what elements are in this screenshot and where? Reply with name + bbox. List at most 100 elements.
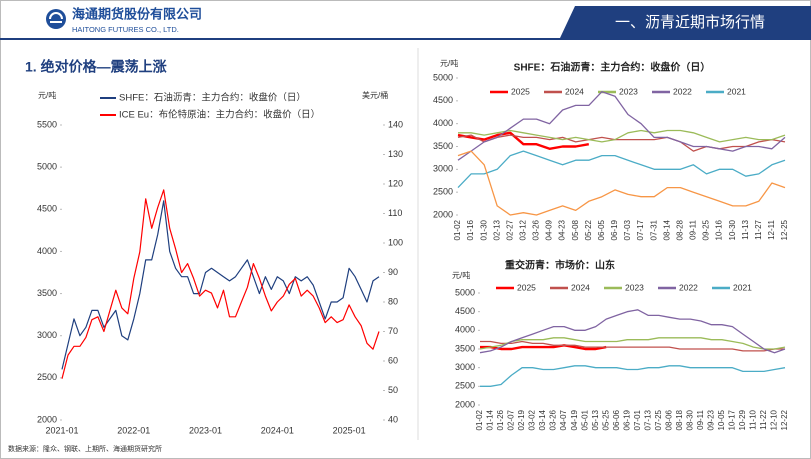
x-tick-label: 07-03	[623, 219, 632, 240]
x-tick-label: 04-19	[570, 409, 579, 430]
x-tick-label: 06-19	[622, 409, 631, 430]
chart-title: SHFE：石油沥青：主力合约：收盘价（日）	[514, 61, 711, 74]
y2-tick-label: 110	[388, 208, 402, 218]
x-tick-label: 2025-01	[333, 425, 366, 435]
y2-tick-label: 40	[388, 414, 398, 424]
x-tick-label: 12-25	[780, 219, 789, 240]
x-tick-label: 03-26	[532, 219, 541, 240]
x-tick-label: 02-19	[517, 409, 526, 430]
x-tick-label: 08-18	[675, 409, 684, 430]
x-tick-label: 12-22	[780, 409, 789, 430]
y-tick-label: 4000	[433, 118, 453, 128]
y-tick-label: 2500	[455, 381, 475, 391]
x-tick-label: 11-13	[741, 219, 750, 239]
series-line	[457, 91, 786, 161]
section-title: 1. 绝对价格—震荡上涨	[25, 59, 167, 75]
series-line	[480, 344, 607, 351]
logo-mark	[49, 12, 63, 23]
x-tick-label: 03-26	[549, 409, 558, 430]
x-tick-label: 2023-01	[189, 425, 222, 435]
x-tick-label: 2021-01	[45, 425, 78, 435]
series-line	[61, 189, 380, 379]
series-line	[457, 150, 786, 216]
legend-label: ICE Eu：布伦特原油：主力合约：收盘价（日）	[119, 109, 320, 121]
x-tick-label: 01-02	[475, 409, 484, 430]
x-tick-label: 12-10	[770, 409, 779, 430]
legend-label: SHFE：石油沥青：主力合约：收盘价（日）	[119, 92, 306, 104]
legend-label: 2022	[679, 282, 698, 292]
legend-label: 2025	[517, 282, 536, 292]
legend-label: 2021	[727, 86, 746, 96]
logo	[46, 9, 66, 29]
x-tick-label: 11-27	[754, 219, 763, 239]
x-tick-label: 07-25	[654, 409, 663, 430]
y-tick-label: 2500	[433, 187, 453, 197]
y2-tick-label: 90	[388, 267, 398, 277]
x-tick-label: 12-11	[767, 219, 776, 239]
y-tick-label: 4500	[433, 95, 453, 105]
y-tick-label: 2000	[455, 399, 475, 409]
company-en: HAITONG FUTURES CO., LTD.	[72, 25, 179, 34]
series-line	[458, 129, 786, 143]
x-tick-label: 05-13	[591, 409, 600, 430]
x-tick-label: 10-30	[728, 219, 737, 240]
legend-label: 2025	[511, 86, 530, 96]
x-tick-label: 06-06	[612, 409, 621, 430]
x-tick-label: 07-13	[643, 409, 652, 430]
y-tick-label: 5000	[37, 162, 57, 172]
section-banner	[560, 6, 811, 38]
legend-label: 2023	[625, 282, 644, 292]
series-line	[457, 134, 786, 152]
y-tick-label: 4500	[37, 204, 57, 214]
legend-label: 2023	[619, 86, 638, 96]
y-tick-label: 4500	[455, 306, 475, 316]
x-tick-label: 11-22	[759, 409, 768, 429]
x-tick-label: 09-11	[689, 219, 698, 239]
y2-tick-label: 140	[388, 119, 403, 129]
y2-tick-label: 120	[388, 178, 403, 188]
x-tick-label: 02-27	[505, 219, 514, 240]
x-tick-label: 01-14	[486, 409, 495, 430]
x-tick-label: 05-22	[584, 219, 593, 240]
y-axis-unit: 元/吨	[452, 270, 470, 280]
y-tick-label: 3500	[433, 141, 453, 151]
y2-tick-label: 130	[388, 149, 403, 159]
y-tick-label: 3000	[433, 164, 453, 174]
y-tick-label: 2000	[433, 209, 453, 219]
x-tick-label: 04-07	[559, 409, 568, 430]
x-tick-label: 06-19	[610, 219, 619, 240]
y-tick-label: 3000	[455, 362, 475, 372]
x-tick-label: 2022-01	[117, 425, 150, 435]
y2-axis-unit: 美元/桶	[362, 90, 388, 100]
x-tick-label: 2024-01	[261, 425, 294, 435]
legend-label: 2024	[565, 86, 584, 96]
series-line	[457, 131, 590, 150]
x-tick-label: 09-23	[706, 409, 715, 430]
y2-tick-label: 100	[388, 237, 403, 247]
series-line	[480, 340, 785, 352]
y2-tick-label: 80	[388, 296, 398, 306]
series-line	[457, 150, 786, 189]
x-tick-label: 03-12	[519, 219, 528, 240]
y-tick-label: 3000	[37, 330, 57, 340]
x-tick-label: 09-11	[696, 409, 705, 429]
x-tick-label: 08-28	[675, 219, 684, 240]
series-line	[61, 200, 380, 370]
x-tick-label: 01-02	[453, 219, 462, 240]
x-tick-label: 06-05	[597, 219, 606, 240]
legend-label: 2024	[571, 282, 590, 292]
y-tick-label: 5000	[455, 287, 475, 297]
x-tick-label: 08-30	[685, 409, 694, 430]
y-tick-label: 2500	[37, 372, 57, 382]
y-tick-label: 3500	[37, 288, 57, 298]
x-tick-label: 07-31	[649, 219, 658, 240]
x-tick-label: 02-13	[492, 219, 501, 240]
x-tick-label: 09-25	[702, 219, 711, 240]
x-tick-label: 05-25	[601, 409, 610, 430]
x-tick-label: 03-02	[528, 409, 537, 430]
legend-label: 2021	[733, 282, 752, 292]
x-tick-label: 08-06	[664, 409, 673, 430]
series-line	[479, 309, 786, 354]
